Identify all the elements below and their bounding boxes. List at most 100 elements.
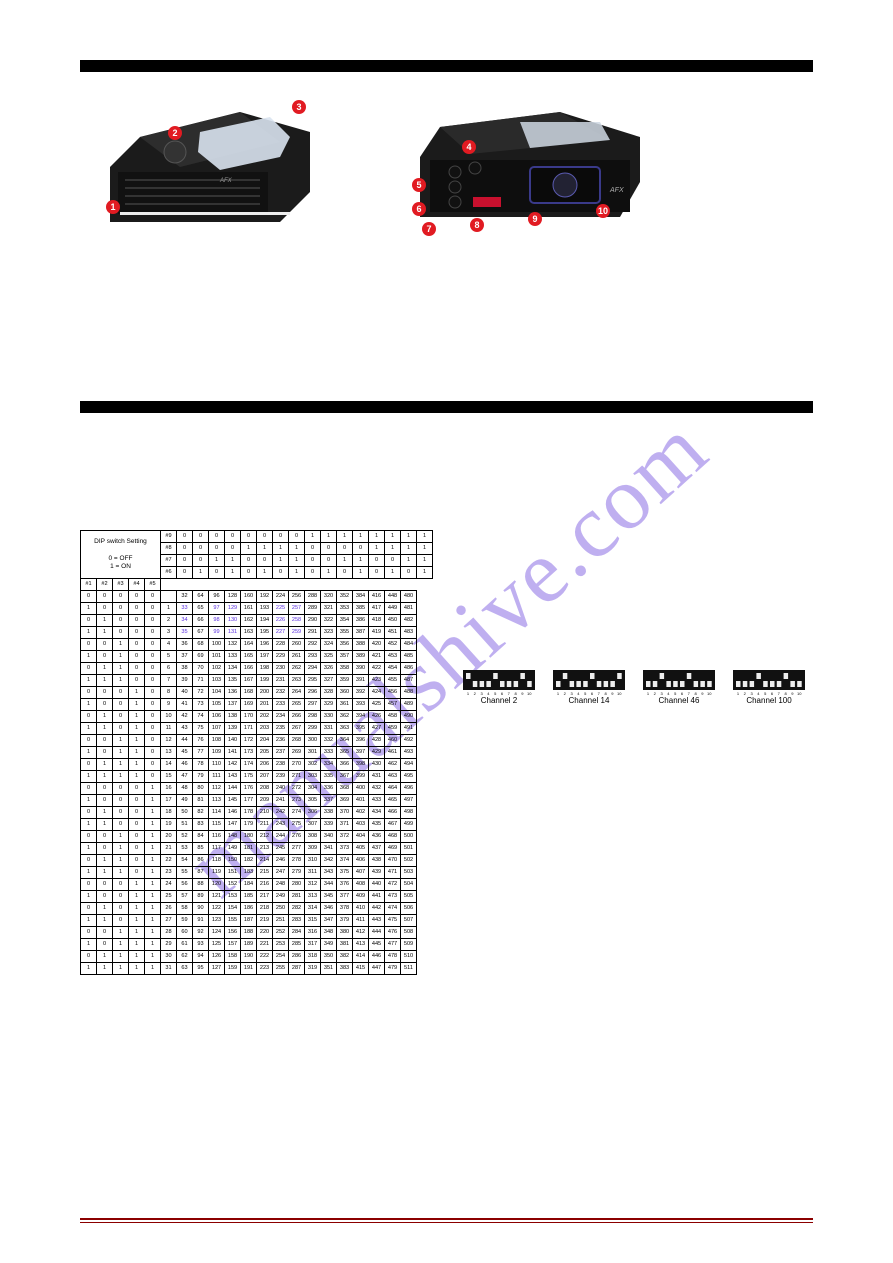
- dip-idx-cell: 31: [161, 963, 177, 975]
- dip-val-cell: 110: [209, 759, 225, 771]
- dip-val-cell: 393: [353, 699, 369, 711]
- dip-bit-cell: 0: [81, 951, 97, 963]
- dip-val-cell: 83: [193, 819, 209, 831]
- dip-val-cell: 356: [337, 639, 353, 651]
- dip-val-cell: 226: [273, 615, 289, 627]
- dip-val-cell: 399: [353, 771, 369, 783]
- dip-bit-cell: 1: [129, 759, 145, 771]
- dip-bit-cell: 0: [129, 819, 145, 831]
- dip-val-cell: 39: [177, 675, 193, 687]
- dip-val-cell: 462: [385, 759, 401, 771]
- dip-bit-cell: 1: [97, 819, 113, 831]
- dip-bit-cell: 0: [145, 711, 161, 723]
- dip-bit-cell: 0: [97, 687, 113, 699]
- dip-val-cell: 426: [369, 711, 385, 723]
- dip-val-cell: 441: [369, 891, 385, 903]
- dip-val-cell: 302: [305, 759, 321, 771]
- dip-val-cell: 459: [385, 723, 401, 735]
- dip-bit-cell: 1: [97, 663, 113, 675]
- dip-bit-cell: 1: [145, 963, 161, 975]
- dip-val-cell: 270: [289, 759, 305, 771]
- dip-bit-cell: 1: [81, 843, 97, 855]
- dip-head-cell: 0: [273, 531, 289, 543]
- dip-bit-cell: 1: [113, 843, 129, 855]
- dip-val-cell: 76: [193, 735, 209, 747]
- dip-bit-cell: 1: [113, 759, 129, 771]
- dip-val-cell: 251: [273, 915, 289, 927]
- dip-bit-cell: 0: [129, 831, 145, 843]
- dip-val-cell: 481: [401, 603, 417, 615]
- dip-val-cell: 195: [257, 627, 273, 639]
- dip-bit-cell: 0: [97, 927, 113, 939]
- dip-subhead: #2: [97, 579, 113, 591]
- dip-val-cell: 215: [257, 867, 273, 879]
- dip-val-cell: 33: [177, 603, 193, 615]
- dip-val-cell: 375: [337, 867, 353, 879]
- product-images-row: AFX 1 2 3: [80, 82, 813, 242]
- dip-val-cell: 465: [385, 795, 401, 807]
- dip-head-cell: 0: [225, 531, 241, 543]
- dip-val-cell: 380: [337, 927, 353, 939]
- dip-bit-cell: 0: [113, 879, 129, 891]
- dip-bit-cell: 0: [113, 807, 129, 819]
- dip-val-cell: 475: [385, 915, 401, 927]
- dip-bit-cell: 0: [129, 627, 145, 639]
- dip-val-cell: 252: [273, 927, 289, 939]
- dip-val-cell: 32: [177, 591, 193, 603]
- dip-example: 12345678910Channel 46: [643, 670, 715, 705]
- dip-idx-cell: 1: [161, 603, 177, 615]
- dip-head-cell: 0: [289, 531, 305, 543]
- dip-bit-cell: 1: [81, 747, 97, 759]
- dip-val-cell: 201: [257, 699, 273, 711]
- dip-head-cell: 1: [353, 567, 369, 579]
- dip-val-cell: 72: [193, 687, 209, 699]
- dip-val-cell: 123: [209, 915, 225, 927]
- dip-val-cell: 309: [305, 843, 321, 855]
- dip-val-cell: 128: [225, 591, 241, 603]
- dip-val-cell: 262: [289, 663, 305, 675]
- dip-val-cell: 429: [369, 747, 385, 759]
- dip-val-cell: 225: [273, 603, 289, 615]
- dip-val-cell: 279: [289, 867, 305, 879]
- dip-subhead: #3: [113, 579, 129, 591]
- dip-val-cell: 149: [225, 843, 241, 855]
- dip-bit-cell: 1: [113, 963, 129, 975]
- dip-idx-cell: [161, 591, 177, 603]
- dip-val-cell: 237: [273, 747, 289, 759]
- dip-bit-cell: 0: [97, 651, 113, 663]
- dip-val-cell: 381: [337, 939, 353, 951]
- dip-val-cell: 257: [289, 603, 305, 615]
- dip-val-cell: 385: [353, 603, 369, 615]
- dip-val-cell: 463: [385, 771, 401, 783]
- dip-val-cell: 404: [353, 831, 369, 843]
- dip-val-cell: 487: [401, 675, 417, 687]
- dip-val-cell: 504: [401, 879, 417, 891]
- dip-bit-cell: 1: [113, 855, 129, 867]
- dip-val-cell: 234: [273, 711, 289, 723]
- dip-idx-cell: 26: [161, 903, 177, 915]
- dip-val-cell: 476: [385, 927, 401, 939]
- dip-val-cell: 266: [289, 711, 305, 723]
- dip-head-cell: 0: [257, 531, 273, 543]
- dip-val-cell: 495: [401, 771, 417, 783]
- dip-val-cell: 229: [273, 651, 289, 663]
- dip-val-cell: 421: [369, 651, 385, 663]
- dip-val-cell: 172: [241, 735, 257, 747]
- callout-1: 1: [106, 200, 120, 214]
- dip-val-cell: 417: [369, 603, 385, 615]
- dip-head-cell: 1: [337, 555, 353, 567]
- dip-bit-cell: 1: [97, 867, 113, 879]
- dip-head-cell: 1: [321, 567, 337, 579]
- dip-val-cell: 71: [193, 675, 209, 687]
- dip-bit-cell: 0: [113, 819, 129, 831]
- dip-val-cell: 114: [209, 807, 225, 819]
- dip-bit-cell: 1: [81, 915, 97, 927]
- dip-val-cell: 511: [401, 963, 417, 975]
- dip-val-cell: 370: [337, 807, 353, 819]
- dip-val-cell: 295: [305, 675, 321, 687]
- dip-head-cell: 0: [209, 531, 225, 543]
- dip-bit-cell: 1: [97, 903, 113, 915]
- dip-val-cell: 200: [257, 687, 273, 699]
- callout-10: 10: [596, 204, 610, 218]
- dip-val-cell: 41: [177, 699, 193, 711]
